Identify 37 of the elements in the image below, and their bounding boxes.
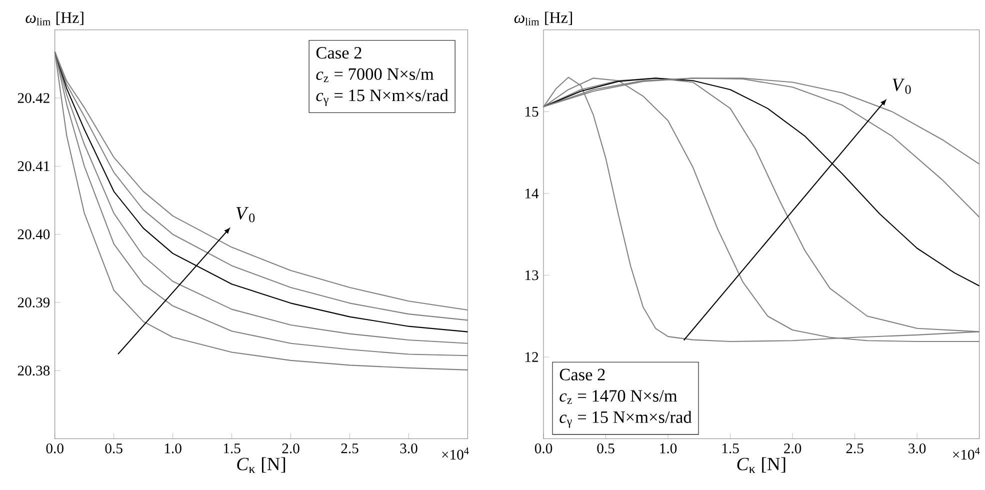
annotation: Case 2 <box>560 368 605 381</box>
y-tick-label: 12 <box>525 352 538 362</box>
x-tick-label: 3.0 <box>908 444 926 454</box>
y-tick-label: 20.41 <box>18 161 50 172</box>
x-tick-label: 0.0 <box>46 444 64 454</box>
annotation: Case 2 <box>316 47 362 59</box>
text: ×10$^{4}$ <box>442 448 469 460</box>
y-tick-label: 20.38 <box>18 366 50 376</box>
x-tick-label: 2.5 <box>341 444 358 454</box>
annotation: c$_{z}$ = 1470 N×s/m <box>560 390 678 404</box>
annotation: V$_{0}$ <box>892 78 911 94</box>
x-tick-label: 0.5 <box>105 444 122 454</box>
x-tick-label: 1.0 <box>660 444 677 454</box>
text: ×10$^{4}$ <box>953 448 980 460</box>
x-tick-label: 1.5 <box>722 444 739 454</box>
x-tick-label: 3.0 <box>400 444 418 454</box>
x-tick-label: 0.0 <box>534 444 552 454</box>
y-tick-label: 15 <box>525 106 538 117</box>
y-tick-label: 20.42 <box>18 93 50 104</box>
annotation: c$_{z}$ = 7000 N×s/m <box>316 68 434 82</box>
x-tick-label: 2.0 <box>784 444 802 454</box>
y-tick-label: 14 <box>525 188 539 198</box>
y-tick-label: 13 <box>525 270 538 280</box>
y-tick-label: 20.40 <box>18 230 50 240</box>
y-axis-title: ω$_{lim}$ [Hz] <box>514 12 572 26</box>
y-tick-label: 20.39 <box>18 298 50 308</box>
x-tick-label: 2.5 <box>846 444 864 454</box>
x-axis-title: C$_{κ}$ [N] <box>737 457 786 474</box>
x-tick-label: 0.5 <box>597 444 614 454</box>
x-axis-title: C$_{κ}$ [N] <box>237 457 286 474</box>
annotation: c$_{γ}$ = 15 N×m×s/rad <box>560 410 692 428</box>
annotation: V$_{0}$ <box>236 207 255 222</box>
annotation: c$_{γ}$ = 15 N×m×s/rad <box>316 89 448 106</box>
x-tick-label: 1.0 <box>164 444 182 454</box>
y-axis-title: ω$_{lim}$ [Hz] <box>26 12 84 26</box>
x-tick-label: 1.5 <box>224 444 240 454</box>
x-tick-label: 2.0 <box>282 444 300 454</box>
